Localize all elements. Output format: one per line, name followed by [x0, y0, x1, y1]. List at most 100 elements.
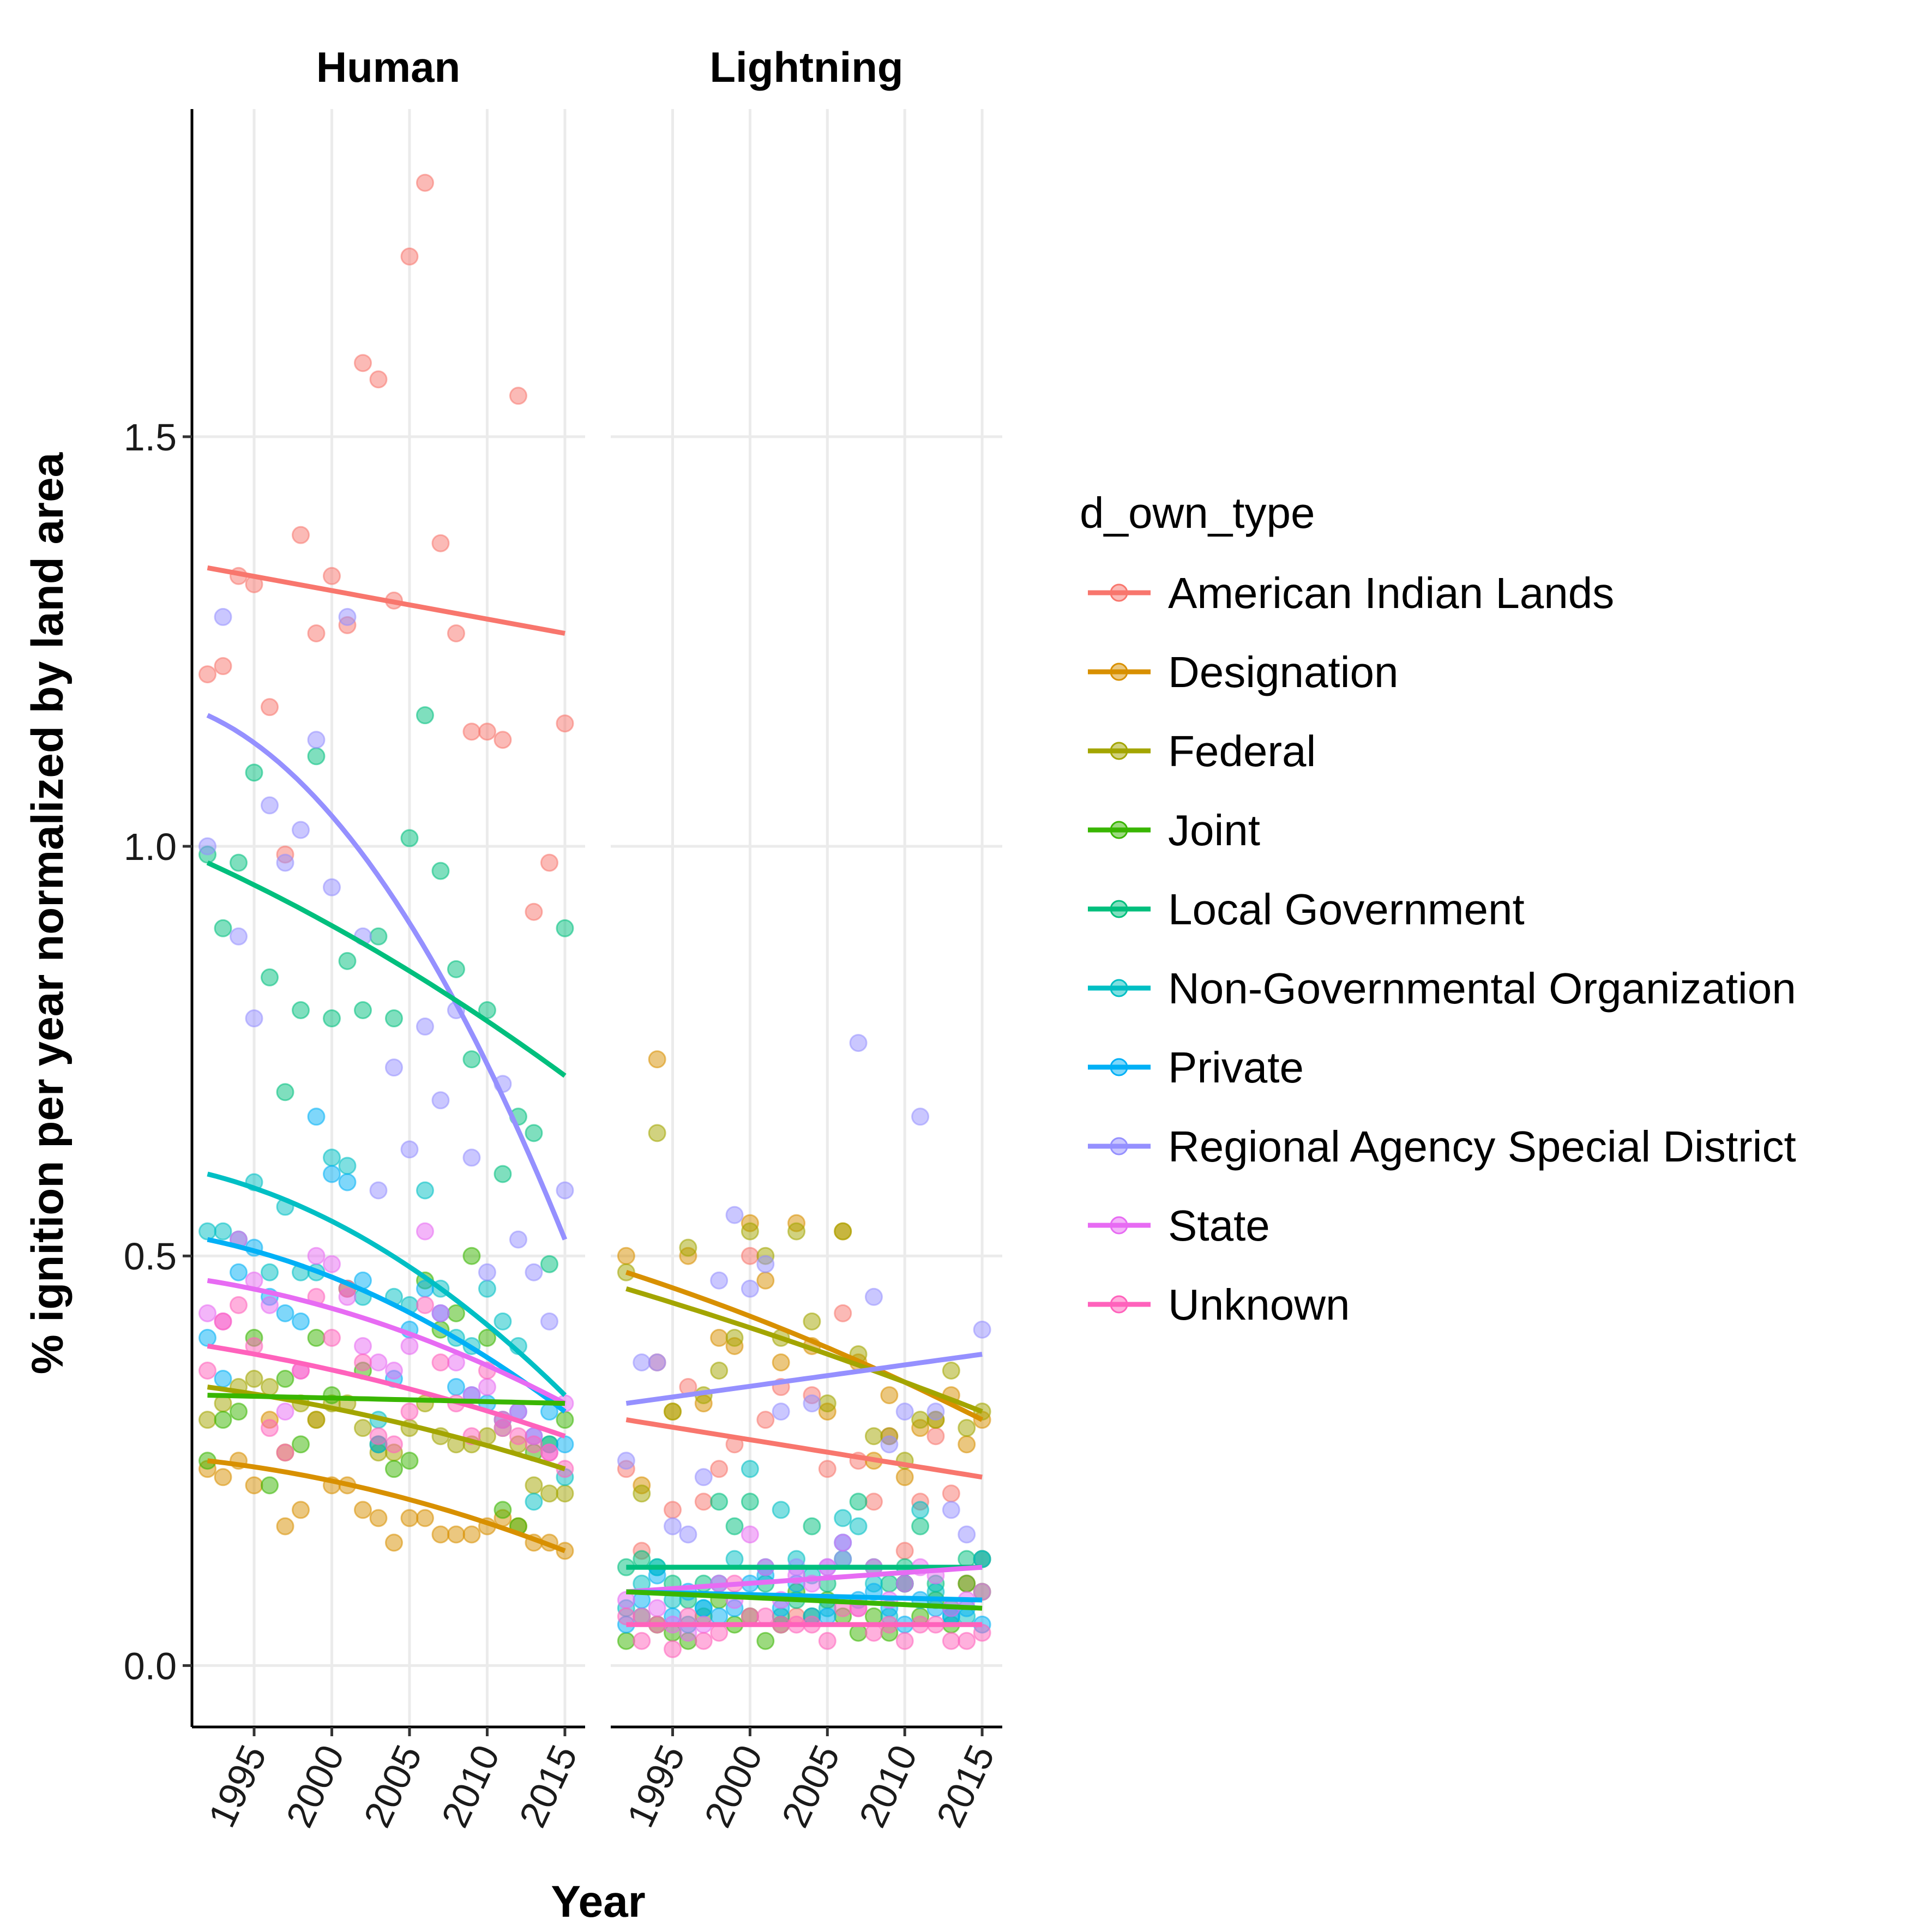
data-point-designation: [245, 1476, 263, 1495]
data-point-federal: [198, 1411, 216, 1429]
data-point-unknown: [276, 1443, 294, 1462]
x-tick-label: 1995: [619, 1738, 694, 1833]
legend-key-point: [1110, 1058, 1128, 1076]
legend-item-local-government: Local Government: [1088, 885, 1525, 934]
trend-line-regional-agency-special-district: [206, 713, 568, 1241]
data-point-local-government: [229, 853, 248, 872]
y-tick-label: 0.0: [124, 1645, 177, 1687]
data-point-regional-agency-special-district: [725, 1206, 744, 1224]
data-point-designation: [447, 1525, 465, 1544]
data-point-federal: [664, 1403, 682, 1421]
legend-items: American Indian Lands Designation Federal J…: [1088, 569, 1796, 1329]
data-point-regional-agency-special-district: [322, 878, 341, 896]
trend-line-private: [207, 1237, 567, 1414]
data-point-regional-agency-special-district: [384, 1058, 403, 1077]
data-point-designation: [416, 1509, 434, 1527]
data-point-local-government: [338, 952, 357, 970]
data-point-unknown: [369, 1427, 388, 1446]
data-point-american-indian-lands: [478, 723, 496, 741]
data-point-local-government: [400, 829, 419, 847]
data-point-regional-agency-special-district: [229, 927, 248, 946]
data-point-regional-agency-special-district: [926, 1403, 945, 1421]
x-tick-label: 2010: [434, 1738, 508, 1833]
data-point-joint: [864, 1607, 883, 1626]
data-point-regional-agency-special-district: [260, 796, 279, 815]
x-tick-label: 1995: [200, 1738, 275, 1833]
data-point-state: [416, 1222, 434, 1241]
data-point-regional-agency-special-district: [648, 1353, 666, 1371]
data-point-state: [741, 1525, 759, 1544]
data-point-local-government: [416, 706, 434, 725]
data-point-state: [400, 1337, 419, 1355]
data-point-joint: [556, 1411, 574, 1429]
data-point-american-indian-lands: [509, 387, 527, 405]
data-point-local-government: [911, 1517, 930, 1536]
legend-key-point: [1110, 663, 1128, 681]
data-point-local-government: [369, 927, 388, 946]
data-point-regional-agency-special-district: [369, 1181, 388, 1200]
data-point-regional-agency-special-district: [973, 1320, 991, 1339]
data-point-designation: [276, 1517, 294, 1536]
data-point-federal: [540, 1484, 558, 1503]
data-point-private: [818, 1607, 836, 1626]
data-point-non-governmental-organization: [834, 1509, 852, 1527]
data-point-unknown: [741, 1607, 759, 1626]
data-point-unknown: [818, 1632, 836, 1650]
trend-line-state: [626, 1564, 983, 1594]
data-point-american-indian-lands: [540, 853, 558, 872]
data-point-federal: [245, 1370, 263, 1388]
data-point-regional-agency-special-district: [540, 1312, 558, 1331]
data-point-regional-agency-special-district: [958, 1525, 976, 1544]
data-point-federal: [525, 1476, 543, 1495]
data-point-regional-agency-special-district: [416, 1018, 434, 1036]
data-point-local-government: [447, 960, 465, 978]
legend-key-point: [1110, 979, 1128, 997]
data-point-local-government: [431, 862, 450, 880]
legend-label: Local Government: [1168, 885, 1525, 934]
data-point-non-governmental-organization: [416, 1181, 434, 1200]
data-point-private: [694, 1599, 713, 1617]
data-point-regional-agency-special-district: [198, 837, 216, 856]
data-point-unknown: [400, 1403, 419, 1421]
legend-item-joint: Joint: [1088, 806, 1260, 854]
legend: d_own_type American Indian Lands Designat…: [1080, 489, 1796, 1329]
data-point-local-government: [540, 1255, 558, 1273]
data-point-regional-agency-special-district: [849, 1034, 868, 1052]
data-point-unknown: [973, 1623, 991, 1642]
data-point-regional-agency-special-district: [478, 1263, 496, 1281]
x-tick-label: 2010: [851, 1738, 925, 1833]
data-point-state: [834, 1533, 852, 1552]
data-point-designation: [648, 1050, 666, 1069]
data-point-american-indian-lands: [556, 714, 574, 733]
data-point-regional-agency-special-district: [710, 1271, 729, 1290]
data-point-designation: [895, 1468, 914, 1486]
data-point-private: [214, 1370, 232, 1388]
data-point-local-government: [725, 1517, 744, 1536]
trend-line-american-indian-lands: [207, 565, 565, 636]
trend-lines: [206, 565, 984, 1627]
legend-label: Unknown: [1168, 1280, 1350, 1329]
data-point-private: [322, 1165, 341, 1183]
data-point-federal: [787, 1222, 806, 1241]
data-point-local-government: [741, 1492, 759, 1511]
data-point-american-indian-lands: [664, 1501, 682, 1519]
data-point-joint: [958, 1574, 976, 1593]
data-point-american-indian-lands: [416, 173, 434, 192]
data-point-designation: [958, 1435, 976, 1454]
legend-label: Joint: [1168, 806, 1260, 854]
data-point-joint: [384, 1460, 403, 1478]
x-tick-label: 2005: [773, 1738, 848, 1833]
data-point-unknown: [229, 1296, 248, 1314]
data-point-regional-agency-special-district: [679, 1525, 697, 1544]
x-tick-label: 2015: [511, 1738, 586, 1833]
data-point-american-indian-lands: [710, 1460, 729, 1478]
data-point-local-government: [694, 1574, 713, 1593]
data-point-american-indian-lands: [864, 1492, 883, 1511]
data-point-american-indian-lands: [353, 354, 372, 372]
data-point-non-governmental-organization: [741, 1460, 759, 1478]
data-point-federal: [679, 1238, 697, 1257]
trend-line-local-government: [206, 860, 567, 1078]
trend-line-american-indian-lands: [625, 1417, 983, 1480]
data-point-private: [291, 1312, 310, 1331]
